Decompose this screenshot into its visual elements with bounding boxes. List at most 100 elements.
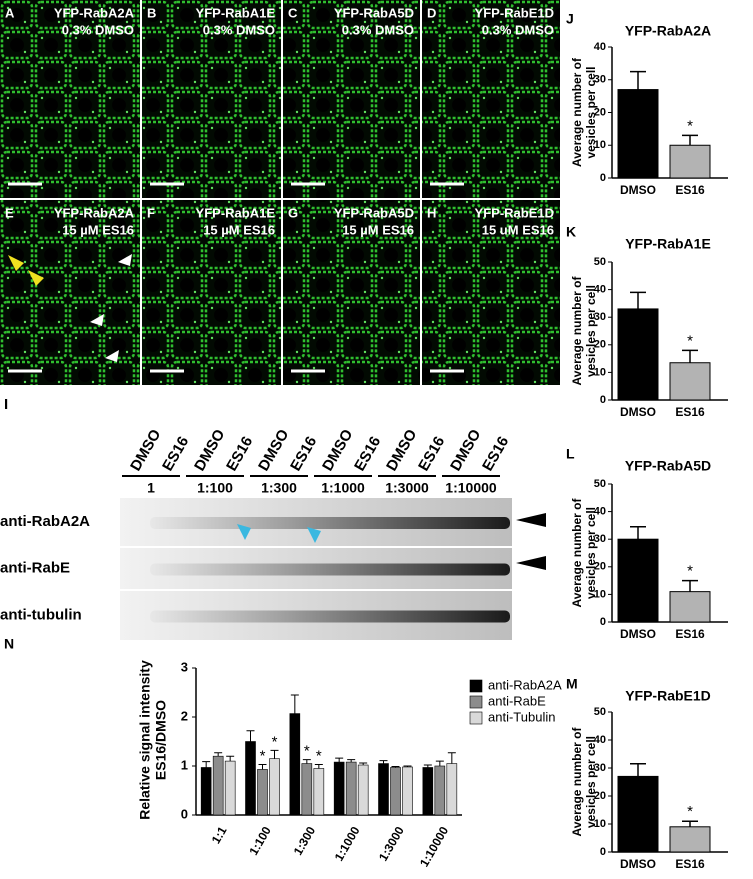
chart-title: YFP-RabA5D bbox=[625, 458, 711, 474]
error-bar bbox=[314, 764, 323, 769]
panel-letter: L bbox=[566, 446, 575, 462]
y-tick-label: 20 bbox=[594, 561, 606, 573]
error-bar bbox=[682, 349, 698, 363]
x-tick-label: 1:3000 bbox=[376, 824, 407, 864]
dilution-label: 1:300 bbox=[261, 480, 297, 496]
y-axis-label: vesicles per cell bbox=[584, 507, 598, 599]
panel-caption: 0.3% DMSO bbox=[482, 22, 554, 37]
x-tick-label: DMSO bbox=[620, 405, 656, 419]
error-bar bbox=[435, 760, 444, 766]
lane-label: ES16 bbox=[223, 434, 256, 474]
panel-caption: 15 µM ES16 bbox=[203, 222, 275, 237]
bar bbox=[669, 826, 711, 853]
error-bar bbox=[682, 579, 698, 592]
error-bar bbox=[302, 759, 311, 764]
panel-letter: J bbox=[566, 11, 574, 27]
y-tick-label: 50 bbox=[594, 478, 606, 490]
x-tick-label: 1:10000 bbox=[417, 824, 451, 869]
lane-label: DMSO bbox=[447, 426, 484, 474]
error-bar bbox=[258, 764, 267, 770]
panel-letter: I bbox=[4, 396, 8, 413]
bar bbox=[333, 761, 345, 816]
lane-label: ES16 bbox=[287, 434, 320, 474]
panel-caption: YFP-RabA5D bbox=[334, 205, 414, 220]
y-tick-label: 3 bbox=[181, 659, 188, 674]
legend-swatch bbox=[469, 695, 483, 709]
arrowhead bbox=[307, 527, 321, 543]
y-axis-label: vesicles per cell bbox=[584, 736, 598, 828]
significance: * bbox=[687, 563, 693, 580]
panel-letter: D bbox=[427, 5, 436, 20]
error-bar bbox=[270, 749, 279, 759]
y-tick-label: 40 bbox=[594, 284, 606, 296]
panel-letter: B bbox=[147, 5, 156, 20]
significance: * bbox=[687, 332, 693, 349]
y-tick-label: 40 bbox=[594, 506, 606, 518]
x-tick-label: 1:1 bbox=[209, 824, 230, 846]
error-bar bbox=[379, 760, 388, 764]
y-tick-label: 20 bbox=[594, 790, 606, 802]
y-tick-label: 0 bbox=[181, 806, 188, 821]
y-tick-label: 40 bbox=[594, 41, 606, 53]
bar bbox=[269, 758, 280, 816]
arrowhead bbox=[105, 350, 119, 362]
x-tick-label: DMSO bbox=[620, 627, 656, 641]
y-tick-label: 30 bbox=[594, 311, 606, 323]
y-tick-label: 2 bbox=[181, 708, 188, 723]
panel-letter: G bbox=[288, 205, 298, 220]
blot-band bbox=[150, 610, 510, 623]
lane-label: ES16 bbox=[479, 434, 512, 474]
bar bbox=[617, 308, 659, 401]
error-bar bbox=[359, 762, 368, 766]
y-tick-label: 50 bbox=[594, 706, 606, 718]
y-axis-label: Average number of bbox=[570, 727, 584, 837]
x-tick-label: ES16 bbox=[675, 183, 705, 197]
y-axis-label: Average number of bbox=[570, 498, 584, 608]
panel-letter: C bbox=[288, 5, 298, 20]
bar bbox=[422, 767, 434, 816]
y-tick-label: 30 bbox=[594, 74, 606, 86]
panel-letter: H bbox=[427, 205, 436, 220]
panel-caption: YFP-RabA1E bbox=[196, 5, 276, 20]
bar bbox=[245, 741, 256, 816]
error-bar bbox=[447, 752, 456, 764]
panel-caption: YFP-RabA1E bbox=[196, 205, 276, 220]
y-tick-label: 0 bbox=[600, 616, 606, 628]
error-bar bbox=[214, 752, 223, 757]
y-axis-label: Relative signal intensity bbox=[137, 660, 153, 820]
dilution-label: 1:10000 bbox=[445, 480, 497, 496]
error-bar bbox=[347, 759, 356, 763]
panel-letter: F bbox=[147, 205, 155, 220]
panel-caption: 0.3% DMSO bbox=[62, 22, 134, 37]
bar bbox=[378, 763, 389, 816]
bar bbox=[617, 775, 659, 853]
significance: * bbox=[687, 117, 693, 134]
x-tick-label: 1:100 bbox=[246, 824, 274, 858]
bar bbox=[669, 591, 711, 623]
panel-letter: A bbox=[5, 5, 15, 20]
y-axis-label: ES16/DMSO bbox=[153, 700, 169, 780]
y-tick-label: 10 bbox=[594, 366, 606, 378]
arrowhead bbox=[237, 524, 251, 540]
arrowhead bbox=[90, 314, 104, 326]
x-tick-label: 1:300 bbox=[291, 824, 319, 858]
error-bar bbox=[682, 134, 698, 146]
significance: * bbox=[304, 743, 310, 760]
dilution-label: 1 bbox=[147, 480, 155, 496]
error-bar bbox=[630, 763, 646, 777]
micrograph bbox=[283, 200, 420, 385]
arrowhead bbox=[118, 254, 132, 266]
arrowhead bbox=[516, 513, 546, 527]
row-label: anti-RabA2A bbox=[0, 513, 90, 530]
bar bbox=[301, 763, 313, 816]
y-tick-label: 10 bbox=[594, 139, 606, 151]
error-bar bbox=[630, 526, 646, 540]
x-tick-label: ES16 bbox=[675, 405, 705, 419]
error-bar bbox=[423, 764, 432, 768]
y-tick-label: 1 bbox=[181, 757, 188, 772]
panel-caption: YFP-RabE1D bbox=[475, 5, 554, 20]
y-axis-label: vesicles per cell bbox=[584, 285, 598, 377]
micrograph bbox=[0, 0, 140, 198]
row-label: anti-tubulin bbox=[0, 606, 82, 623]
